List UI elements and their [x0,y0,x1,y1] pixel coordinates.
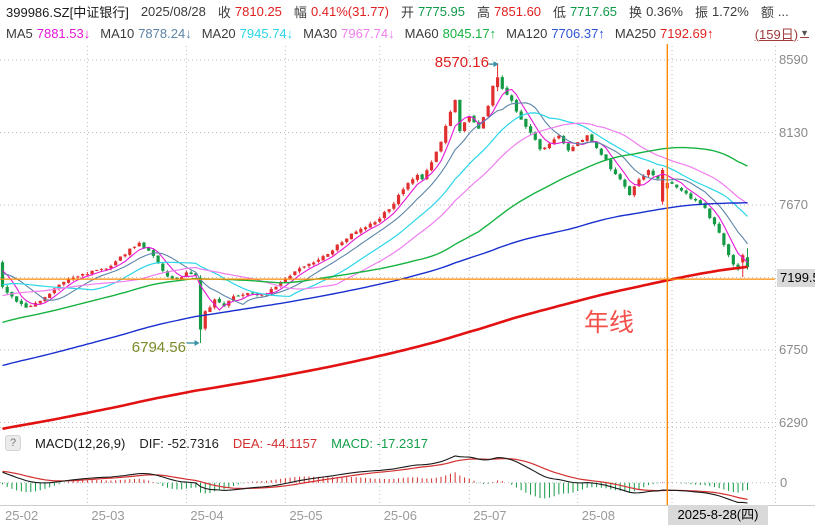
macd-header: ? MACD(12,26,9) DIF: -52.7316 DEA: -44.1… [5,434,428,452]
ma20-line [2,112,748,297]
ma-legend-item: MA120 7706.37↑ [506,25,605,41]
period-label[interactable]: (159日) [754,26,799,42]
info-bar: 399986.SZ[中证银行] 2025/08/28 收 7810.25 幅 0.41… [0,0,815,22]
quote-field: 收 7810.25 [217,3,282,20]
x-axis-label: 25-06 [383,508,417,523]
macd-layer [0,455,775,504]
ma-legend-item: MA5 7881.53↓ [6,25,91,41]
ma250-line [2,265,748,431]
symbol-title: 399986.SZ[中证银行] [6,4,129,20]
ma5-line [2,88,748,311]
ma10-line [2,102,748,306]
ma-legend-item: MA250 7192.69↑ [614,25,714,41]
ma-legend-item: MA60 8045.17↑ [404,25,497,41]
macd-zero-label: 0 [780,474,788,490]
y-axis-label: 7670 [779,197,808,212]
help-icon[interactable]: ? [5,435,21,451]
quote-field: 振 1.72% [694,3,749,20]
x-axis-label: 25-08 [581,508,615,523]
x-axis-label: 25-07 [473,508,507,523]
ma-legend-item: MA20 7945.74↓ [201,25,294,41]
quote-field: 幅 0.41%(31.77) [293,3,389,20]
macd-dif-value: DIF: -52.7316 [139,435,219,451]
ma30-line [2,122,748,297]
ma-legend-bar: MA5 7881.53↓ MA10 7878.24↓ MA20 7945.74↓ MA30 7… [0,22,815,44]
crosshair-date-badge: 2025-8-28(四) [668,505,768,525]
macd-hist-value: MACD: -17.2317 [331,435,428,451]
quote-field: 开 7775.95 [401,3,466,20]
x-axis-label: 25-04 [190,508,224,523]
x-axis-label: 25-05 [289,508,323,523]
quote-field: 高 7851.60 [477,3,542,20]
y-axis-label: 6750 [779,342,808,357]
ma60-line [2,146,748,324]
candles-layer [0,63,750,343]
macd-dea-value: DEA: -44.1157 [232,435,318,451]
ma-legend-item: MA10 7878.24↓ [100,25,192,41]
x-axis-label: 25-03 [91,508,125,523]
quote-field: 低 7717.65 [553,3,618,20]
quote-field: 换 0.36% [629,3,683,20]
chevron-down-icon[interactable]: ▼ [800,28,809,38]
ma-values: MA5 7881.53↓ MA10 7878.24↓ MA20 7945.74↓ MA30 7… [6,26,714,41]
quote-date: 2025/08/28 [140,3,206,19]
macd-formula: MACD(12,26,9) [35,435,126,451]
ma120-line [2,202,748,367]
ma-legend-item: MA30 7967.74↓ [303,25,395,41]
low-point-label: 6794.56 [131,339,186,356]
period-selector[interactable]: (159日) ▼ [755,24,809,43]
x-axis-label: 25-02 [5,508,39,523]
crosshair-layer [0,44,775,505]
y-axis-label: 8590 [779,52,808,67]
crosshair-price-badge: 7199.5 [777,269,815,287]
year-line-annotation: 年线 [584,309,635,337]
quote-field: 额... [760,3,789,20]
callout-arrows [186,61,499,346]
quote-fields: 收 7810.25 幅 0.41%(31.77) 开 7775.95 高 7851.60 低 77… [218,2,789,21]
y-axis-label: 8130 [779,124,808,140]
ma-lines-layer [2,88,748,431]
high-point-label: 8570.16 [434,54,489,71]
y-axis-label: 6290 [779,414,808,430]
